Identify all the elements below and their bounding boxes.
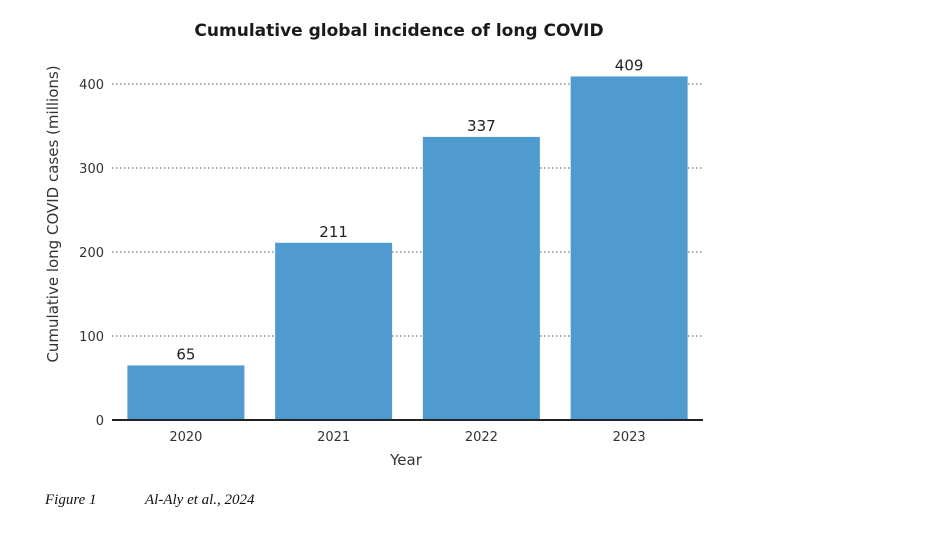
- y-tick-label: 200: [79, 246, 104, 261]
- chart-title: Cumulative global incidence of long COVI…: [194, 21, 603, 41]
- y-tick-label: 0: [96, 414, 104, 429]
- y-tick-label: 300: [79, 162, 104, 177]
- bars: [127, 76, 688, 421]
- x-axis-ticks: 2020 2021 2022 2023: [169, 430, 645, 445]
- figure-caption: Figure 1: [45, 492, 97, 508]
- data-labels: 65 211 337 409: [176, 56, 643, 363]
- bar-2023: [570, 76, 688, 420]
- data-label-2021: 211: [319, 223, 348, 241]
- data-label-2020: 65: [176, 345, 195, 363]
- bar-2022: [422, 136, 540, 421]
- x-tick-label-2023: 2023: [613, 430, 646, 445]
- y-tick-label: 100: [79, 330, 104, 345]
- bar-2020: [127, 365, 245, 420]
- x-axis-label: Year: [389, 451, 423, 469]
- y-tick-label: 400: [79, 78, 104, 93]
- x-tick-label-2021: 2021: [317, 430, 350, 445]
- bar-2021: [275, 242, 393, 420]
- source-citation: Al-Aly et al., 2024: [145, 492, 255, 508]
- x-tick-label-2020: 2020: [169, 430, 202, 445]
- y-axis-label: Cumulative long COVID cases (millions): [44, 65, 62, 362]
- data-label-2023: 409: [615, 56, 644, 74]
- data-label-2022: 337: [467, 117, 496, 135]
- y-axis-ticks: 0 100 200 300 400: [79, 78, 104, 429]
- x-tick-label-2022: 2022: [465, 430, 498, 445]
